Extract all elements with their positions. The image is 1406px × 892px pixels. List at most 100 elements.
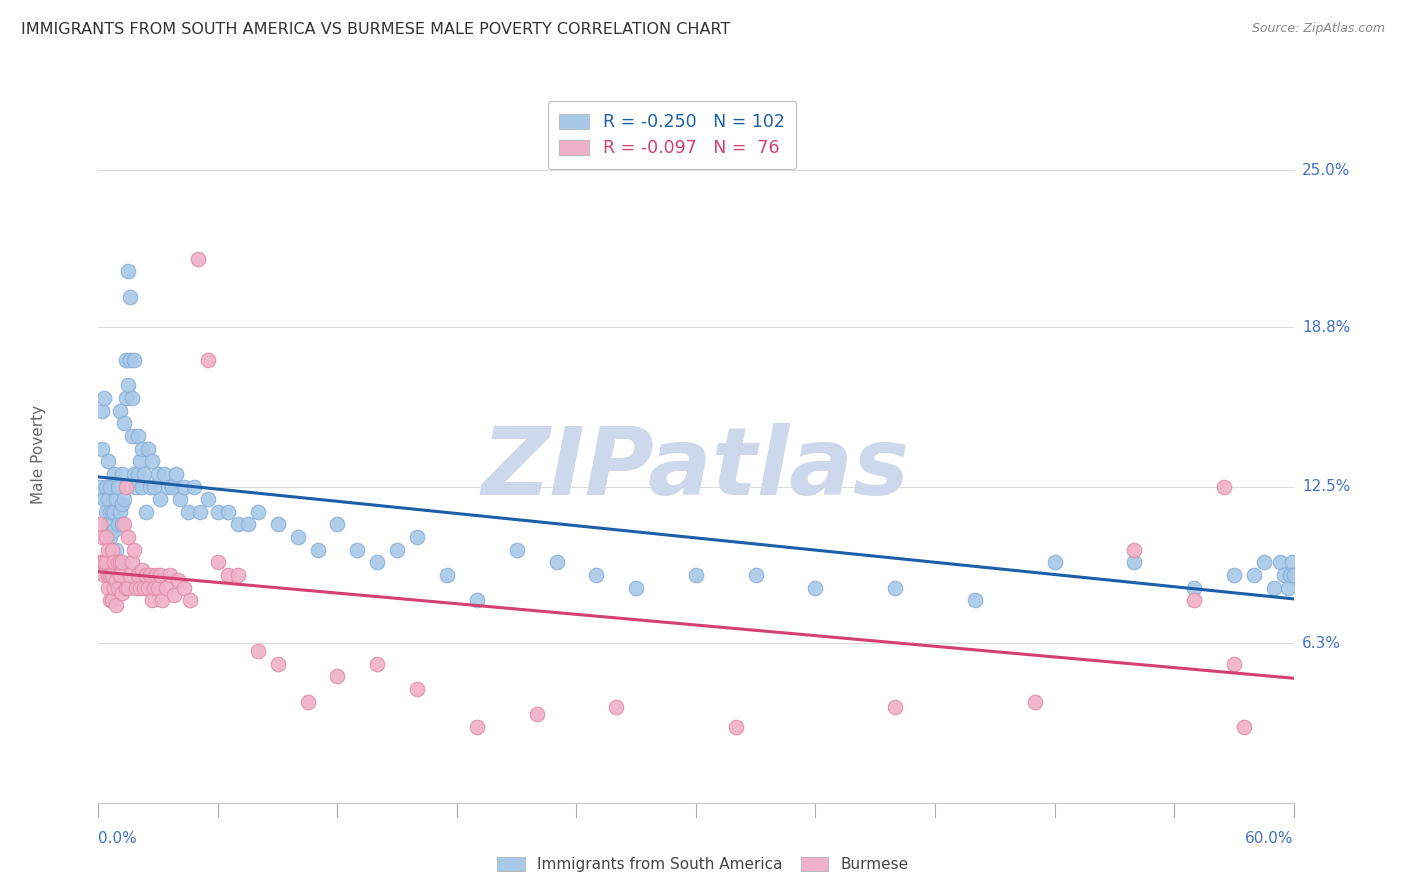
Point	[177, 505, 200, 519]
Point	[297, 695, 319, 709]
Point	[246, 644, 269, 658]
Point	[89, 556, 111, 570]
Point	[385, 542, 409, 557]
Point	[149, 492, 172, 507]
Point	[1277, 581, 1299, 595]
Point	[105, 542, 128, 557]
Point	[267, 657, 290, 671]
Point	[134, 581, 156, 595]
Point	[1212, 479, 1234, 493]
Point	[115, 479, 138, 493]
Point	[131, 563, 153, 577]
Point	[1123, 556, 1146, 570]
Point	[117, 264, 139, 278]
Point	[112, 417, 135, 431]
Point	[111, 586, 134, 600]
Point	[183, 479, 205, 493]
Point	[1182, 581, 1205, 595]
Point	[124, 467, 146, 481]
Point	[167, 573, 190, 587]
Point	[103, 505, 125, 519]
Point	[163, 588, 186, 602]
Point	[546, 556, 568, 570]
Point	[287, 530, 309, 544]
Point	[143, 479, 166, 493]
Point	[110, 403, 132, 417]
Point	[101, 505, 124, 519]
Point	[96, 505, 118, 519]
Point	[107, 517, 129, 532]
Point	[150, 593, 173, 607]
Point	[207, 505, 229, 519]
Point	[366, 556, 388, 570]
Point	[197, 492, 219, 507]
Point	[1123, 542, 1146, 557]
Point	[1222, 568, 1246, 582]
Point	[97, 454, 120, 468]
Point	[111, 497, 134, 511]
Point	[127, 568, 149, 582]
Point	[326, 517, 349, 532]
Point	[963, 593, 986, 607]
Point	[91, 442, 114, 456]
Point	[148, 467, 170, 481]
Point	[141, 454, 163, 468]
Point	[103, 581, 125, 595]
Point	[624, 581, 647, 595]
Point	[105, 573, 128, 587]
Point	[267, 517, 290, 532]
Point	[120, 290, 142, 304]
Point	[93, 568, 115, 582]
Point	[1243, 568, 1265, 582]
Text: 0.0%: 0.0%	[98, 830, 138, 846]
Point	[188, 505, 211, 519]
Point	[120, 568, 142, 582]
Point	[804, 581, 827, 595]
Point	[107, 479, 129, 493]
Point	[110, 568, 132, 582]
Point	[121, 391, 143, 405]
Point	[103, 556, 125, 570]
Point	[585, 568, 607, 582]
Point	[1024, 695, 1046, 709]
Point	[406, 681, 429, 696]
Point	[127, 467, 149, 481]
Point	[101, 556, 124, 570]
Point	[326, 669, 349, 683]
Point	[117, 378, 139, 392]
Point	[145, 568, 167, 582]
Point	[155, 581, 177, 595]
Point	[605, 699, 627, 714]
Point	[124, 353, 146, 368]
Point	[131, 479, 153, 493]
Point	[107, 581, 129, 595]
Point	[98, 505, 122, 519]
Point	[98, 568, 122, 582]
Point	[745, 568, 768, 582]
Point	[115, 353, 138, 368]
Point	[884, 699, 907, 714]
Point	[93, 556, 115, 570]
Point	[346, 542, 368, 557]
Text: 6.3%: 6.3%	[1302, 636, 1341, 651]
Point	[89, 479, 111, 493]
Point	[134, 467, 156, 481]
Point	[131, 442, 153, 456]
Point	[1182, 593, 1205, 607]
Point	[157, 479, 180, 493]
Point	[97, 517, 120, 532]
Point	[121, 429, 143, 443]
Point	[98, 479, 122, 493]
Point	[141, 593, 163, 607]
Point	[1222, 657, 1246, 671]
Point	[91, 530, 114, 544]
Point	[226, 568, 249, 582]
Point	[1282, 568, 1305, 582]
Point	[135, 568, 157, 582]
Point	[136, 442, 159, 456]
Point	[111, 556, 134, 570]
Point	[125, 479, 148, 493]
Point	[526, 707, 548, 722]
Point	[1278, 568, 1301, 582]
Point	[1268, 556, 1291, 570]
